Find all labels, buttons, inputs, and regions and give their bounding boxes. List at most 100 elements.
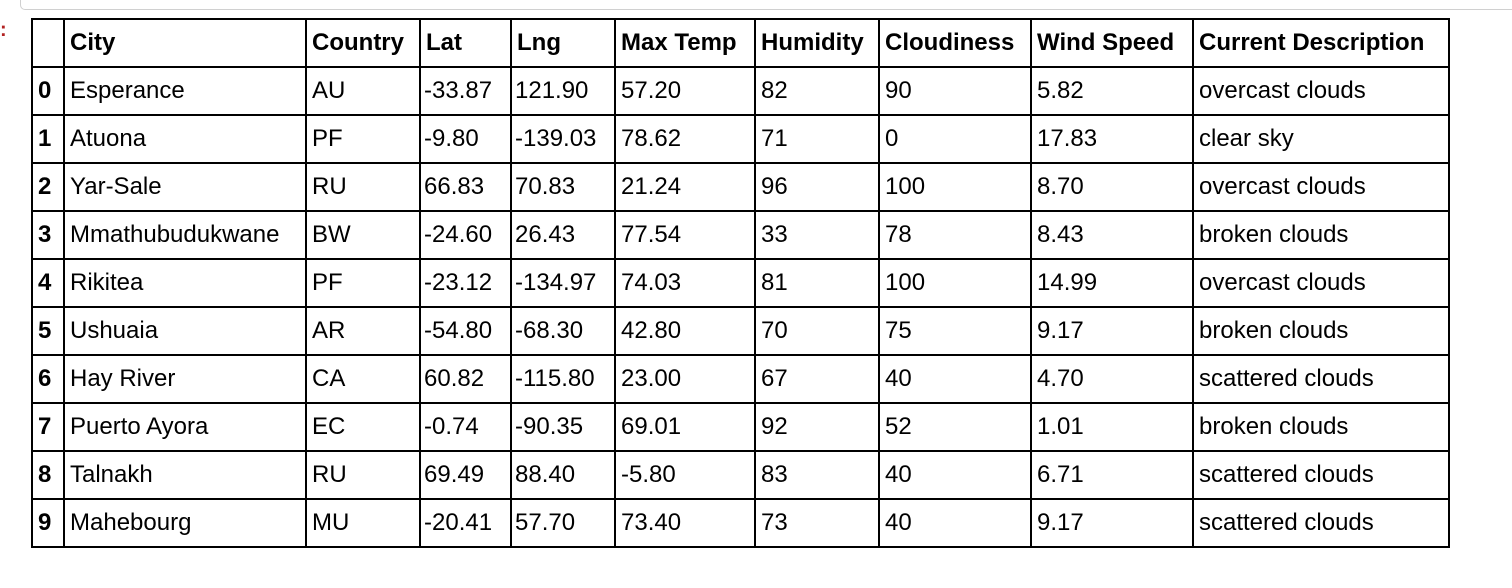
city-cell: Puerto Ayora <box>63 402 307 452</box>
description-cell: scattered clouds <box>1192 354 1450 404</box>
header-index <box>31 18 65 68</box>
lng-cell: 121.90 <box>510 66 616 116</box>
description-cell: overcast clouds <box>1192 258 1450 308</box>
row-index: 8 <box>31 450 65 500</box>
description-cell: clear sky <box>1192 114 1450 164</box>
header-wind-speed: Wind Speed <box>1030 18 1194 68</box>
row-index: 2 <box>31 162 65 212</box>
header-country: Country <box>305 18 421 68</box>
humidity-cell: 33 <box>754 210 880 260</box>
max-temp-cell: 77.54 <box>614 210 756 260</box>
lat-cell: 60.82 <box>419 354 512 404</box>
humidity-cell: 81 <box>754 258 880 308</box>
humidity-cell: 83 <box>754 450 880 500</box>
lng-cell: -90.35 <box>510 402 616 452</box>
description-cell: scattered clouds <box>1192 498 1450 548</box>
max-temp-cell: 69.01 <box>614 402 756 452</box>
lng-cell: 70.83 <box>510 162 616 212</box>
city-cell: Yar-Sale <box>63 162 307 212</box>
description-cell: overcast clouds <box>1192 162 1450 212</box>
cloudiness-cell: 40 <box>878 354 1032 404</box>
lat-cell: -33.87 <box>419 66 512 116</box>
max-temp-cell: 42.80 <box>614 306 756 356</box>
city-cell: Atuona <box>63 114 307 164</box>
lng-cell: -139.03 <box>510 114 616 164</box>
country-cell: RU <box>305 450 421 500</box>
wind-speed-cell: 8.43 <box>1030 210 1194 260</box>
cloudiness-cell: 52 <box>878 402 1032 452</box>
cloudiness-cell: 40 <box>878 450 1032 500</box>
lng-cell: -134.97 <box>510 258 616 308</box>
lat-cell: -54.80 <box>419 306 512 356</box>
description-cell: scattered clouds <box>1192 450 1450 500</box>
country-cell: RU <box>305 162 421 212</box>
description-cell: overcast clouds <box>1192 66 1450 116</box>
wind-speed-cell: 8.70 <box>1030 162 1194 212</box>
wind-speed-cell: 9.17 <box>1030 306 1194 356</box>
table-row: 3 Mmathubudukwane BW -24.60 26.43 77.54 … <box>31 210 1450 260</box>
lng-cell: 57.70 <box>510 498 616 548</box>
max-temp-cell: -5.80 <box>614 450 756 500</box>
wind-speed-cell: 6.71 <box>1030 450 1194 500</box>
max-temp-cell: 78.62 <box>614 114 756 164</box>
country-cell: PF <box>305 114 421 164</box>
cloudiness-cell: 100 <box>878 162 1032 212</box>
row-index: 7 <box>31 402 65 452</box>
cloudiness-cell: 75 <box>878 306 1032 356</box>
row-index: 5 <box>31 306 65 356</box>
country-cell: BW <box>305 210 421 260</box>
row-index: 3 <box>31 210 65 260</box>
humidity-cell: 96 <box>754 162 880 212</box>
cloudiness-cell: 40 <box>878 498 1032 548</box>
country-cell: CA <box>305 354 421 404</box>
cloudiness-cell: 100 <box>878 258 1032 308</box>
header-lat: Lat <box>419 18 512 68</box>
weather-dataframe-table: City Country Lat Lng Max Temp Humidity C… <box>31 18 1450 548</box>
city-cell: Esperance <box>63 66 307 116</box>
wind-speed-cell: 9.17 <box>1030 498 1194 548</box>
wind-speed-cell: 1.01 <box>1030 402 1194 452</box>
description-cell: broken clouds <box>1192 210 1450 260</box>
table-header-row: City Country Lat Lng Max Temp Humidity C… <box>31 18 1450 68</box>
cloudiness-cell: 78 <box>878 210 1032 260</box>
country-cell: EC <box>305 402 421 452</box>
max-temp-cell: 57.20 <box>614 66 756 116</box>
lat-cell: 69.49 <box>419 450 512 500</box>
table-row: 2 Yar-Sale RU 66.83 70.83 21.24 96 100 8… <box>31 162 1450 212</box>
header-humidity: Humidity <box>754 18 880 68</box>
country-cell: PF <box>305 258 421 308</box>
header-lng: Lng <box>510 18 616 68</box>
table-row: 7 Puerto Ayora EC -0.74 -90.35 69.01 92 … <box>31 402 1450 452</box>
table-row: 4 Rikitea PF -23.12 -134.97 74.03 81 100… <box>31 258 1450 308</box>
row-index: 0 <box>31 66 65 116</box>
cloudiness-cell: 90 <box>878 66 1032 116</box>
country-cell: MU <box>305 498 421 548</box>
lat-cell: -24.60 <box>419 210 512 260</box>
max-temp-cell: 23.00 <box>614 354 756 404</box>
table-row: 5 Ushuaia AR -54.80 -68.30 42.80 70 75 9… <box>31 306 1450 356</box>
table-row: 8 Talnakh RU 69.49 88.40 -5.80 83 40 6.7… <box>31 450 1450 500</box>
notebook-output-cell-frame <box>20 0 1512 10</box>
wind-speed-cell: 14.99 <box>1030 258 1194 308</box>
humidity-cell: 71 <box>754 114 880 164</box>
wind-speed-cell: 4.70 <box>1030 354 1194 404</box>
city-cell: Talnakh <box>63 450 307 500</box>
row-index: 1 <box>31 114 65 164</box>
row-index: 6 <box>31 354 65 404</box>
table-row: 6 Hay River CA 60.82 -115.80 23.00 67 40… <box>31 354 1450 404</box>
header-city: City <box>63 18 307 68</box>
lng-cell: 88.40 <box>510 450 616 500</box>
row-index: 4 <box>31 258 65 308</box>
city-cell: Rikitea <box>63 258 307 308</box>
country-cell: AU <box>305 66 421 116</box>
wind-speed-cell: 17.83 <box>1030 114 1194 164</box>
table-row: 1 Atuona PF -9.80 -139.03 78.62 71 0 17.… <box>31 114 1450 164</box>
humidity-cell: 92 <box>754 402 880 452</box>
header-cloudiness: Cloudiness <box>878 18 1032 68</box>
lng-cell: -68.30 <box>510 306 616 356</box>
wind-speed-cell: 5.82 <box>1030 66 1194 116</box>
description-cell: broken clouds <box>1192 402 1450 452</box>
max-temp-cell: 73.40 <box>614 498 756 548</box>
cloudiness-cell: 0 <box>878 114 1032 164</box>
humidity-cell: 82 <box>754 66 880 116</box>
